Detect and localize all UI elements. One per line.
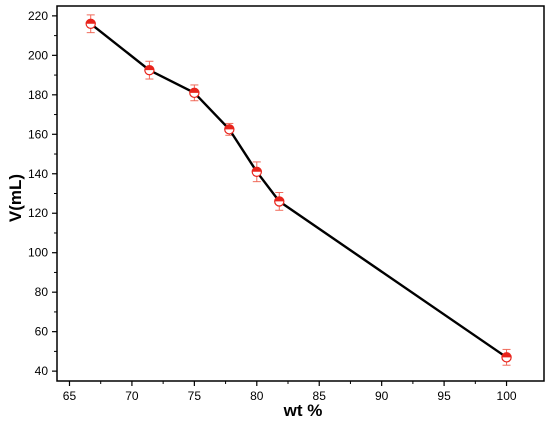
x-tick-label: 80 — [250, 389, 264, 403]
data-point — [224, 124, 235, 135]
y-tick-label: 40 — [35, 364, 49, 378]
y-tick-label: 220 — [28, 9, 48, 23]
marker-fill — [86, 19, 96, 24]
data-point — [251, 166, 262, 177]
x-tick-label: 95 — [437, 389, 451, 403]
x-tick-label: 70 — [125, 389, 139, 403]
x-tick-label: 65 — [63, 389, 77, 403]
marker-fill — [274, 196, 284, 202]
y-axis-title: V(mL) — [6, 174, 25, 222]
y-tick-label: 120 — [28, 206, 48, 220]
data-point — [501, 352, 512, 363]
data-point — [189, 87, 200, 99]
x-tick-label: 90 — [375, 389, 389, 403]
data-point — [144, 64, 155, 76]
marker-fill — [224, 124, 234, 130]
marker-fill — [501, 352, 512, 358]
x-tick-label: 100 — [497, 389, 517, 403]
plot-frame — [56, 5, 545, 382]
y-tick-label: 160 — [28, 127, 48, 141]
data-point — [85, 18, 96, 29]
marker-fill — [189, 88, 199, 93]
marker-fill — [144, 65, 155, 71]
y-tick-label: 100 — [28, 246, 48, 260]
data-point — [274, 196, 285, 207]
y-tick-label: 200 — [28, 48, 48, 62]
x-axis-title: wt % — [283, 401, 323, 420]
y-tick-label: 180 — [28, 88, 48, 102]
y-tick-label: 140 — [28, 167, 48, 181]
y-tick-label: 60 — [35, 325, 49, 339]
y-tick-label: 80 — [35, 285, 49, 299]
x-tick-label: 85 — [313, 389, 327, 403]
x-tick-label: 75 — [188, 389, 202, 403]
marker-fill — [252, 167, 262, 172]
